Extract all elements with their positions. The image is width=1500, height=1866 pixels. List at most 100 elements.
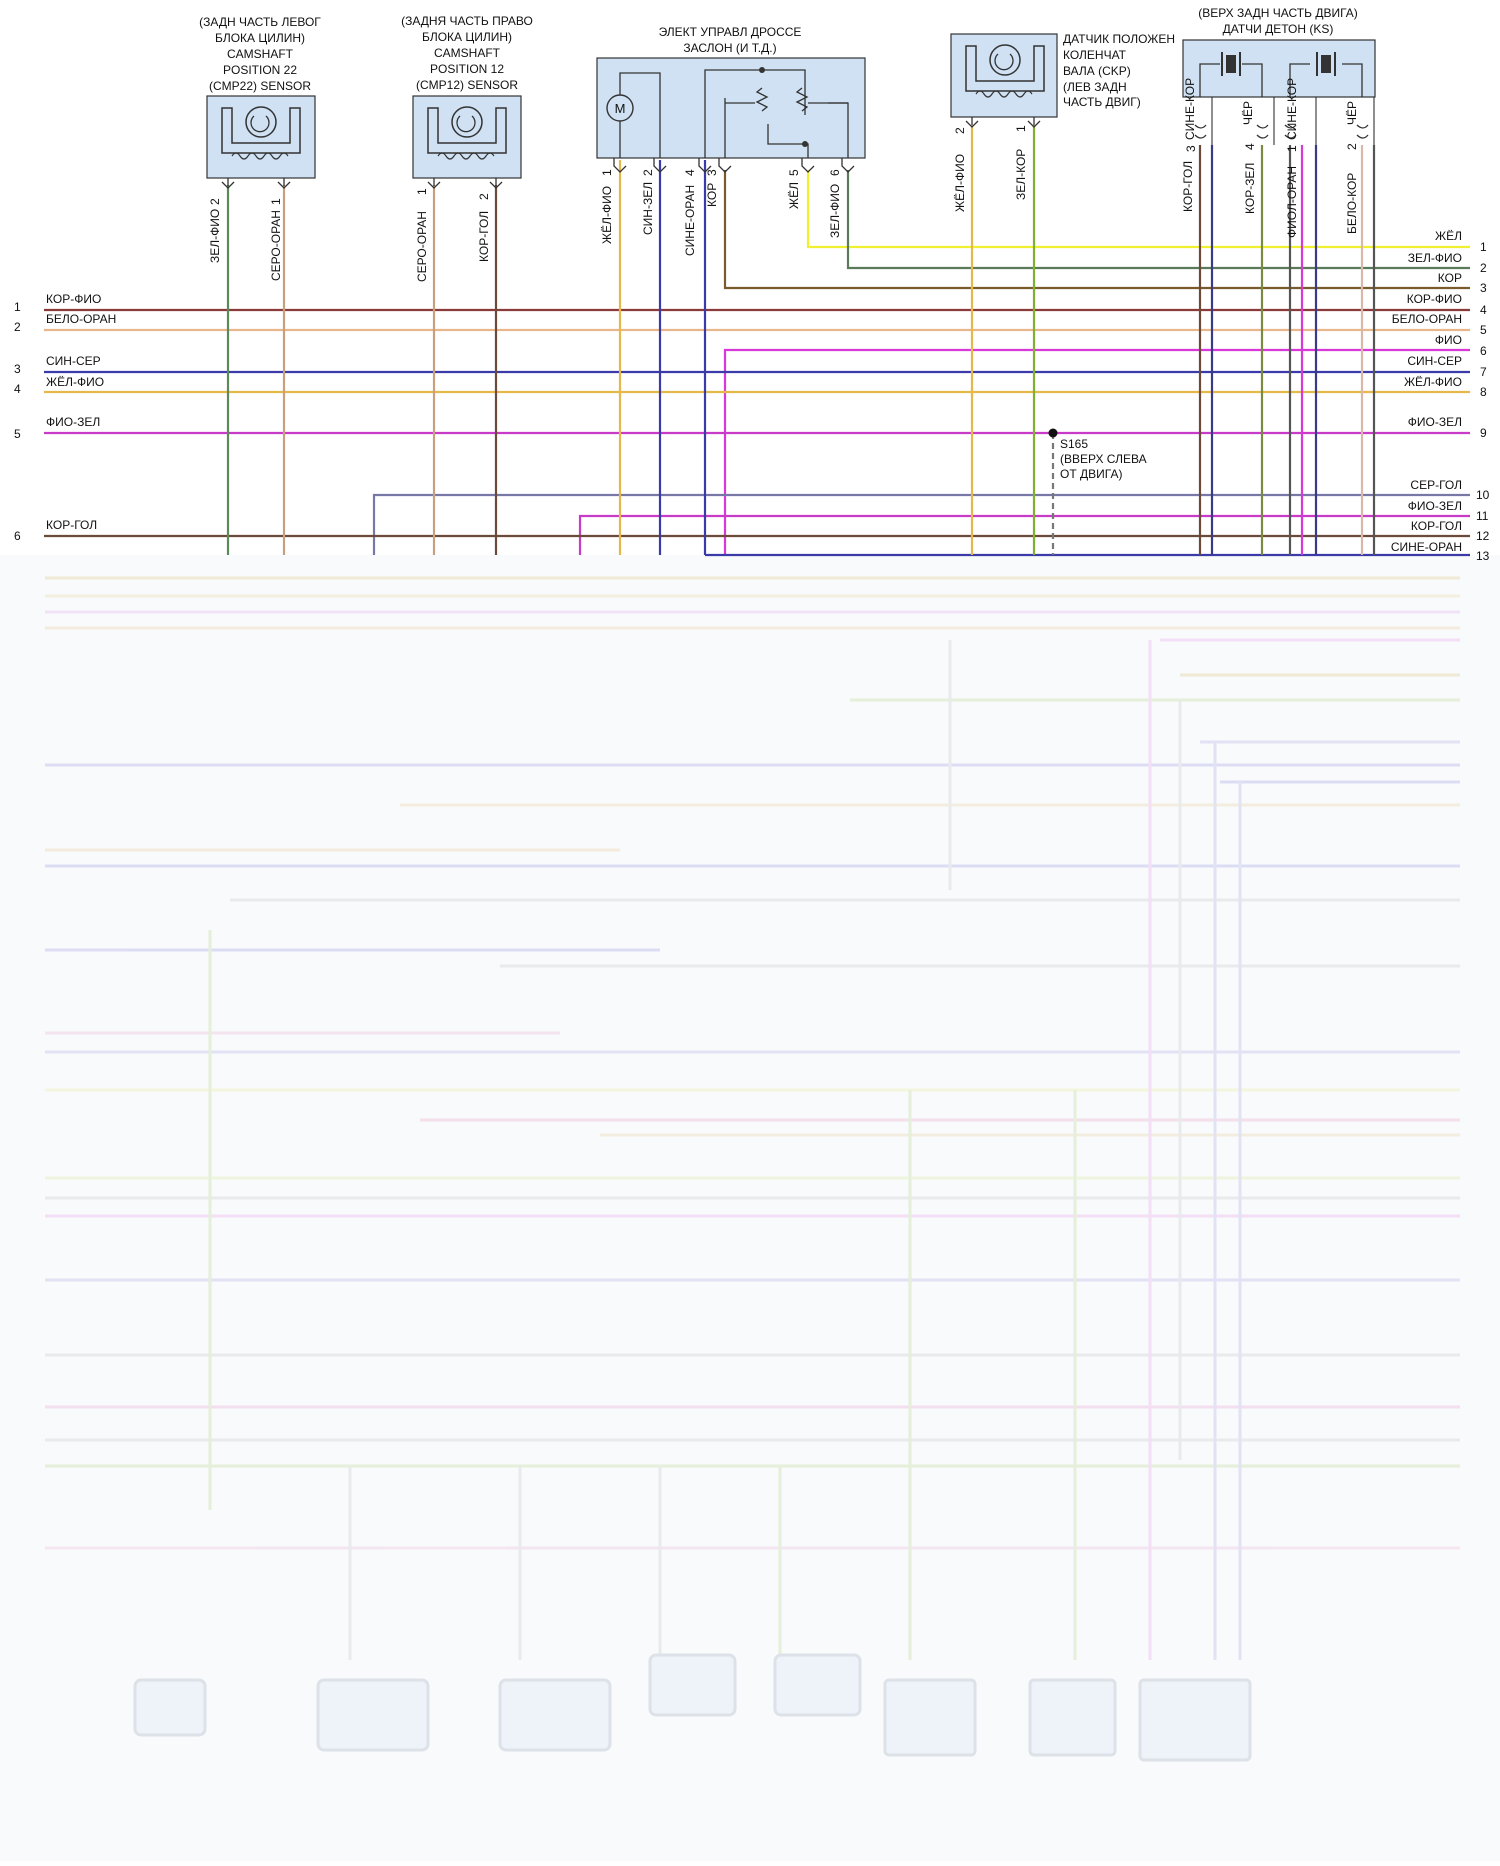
left-row-label: СИН-СЕР: [46, 354, 101, 368]
piezo-element-icon: [1321, 55, 1331, 73]
piezo-element-icon: [1226, 55, 1236, 73]
ckp-title-line: ВАЛА (CKP): [1063, 64, 1131, 78]
right-row-num: 4: [1480, 303, 1487, 317]
cmp12-title-line: CAMSHAFT: [434, 46, 501, 60]
right-row-label: ФИО-ЗЕЛ: [1408, 499, 1462, 513]
cmp12-title-line: POSITION 12: [430, 62, 504, 76]
splice-s165-dot: [1048, 428, 1058, 438]
throttle-pin: 4: [683, 169, 697, 176]
throttle-pin: 5: [787, 169, 801, 176]
ks-title-line: (ВЕРХ ЗАДН ЧАСТЬ ДВИГА): [1198, 6, 1358, 20]
right-row-num: 6: [1480, 344, 1487, 358]
throttle-wire-label: СИН-ЗЕЛ: [641, 182, 655, 235]
ckp-pin: 1: [1014, 125, 1028, 132]
cmp22-body: [206, 95, 316, 179]
ks-pin: 1: [1285, 145, 1299, 152]
lower-diagram-area: [45, 576, 1460, 1762]
right-row-num: 8: [1480, 385, 1487, 399]
ks-title-line: ДАТЧИ ДЕТОН (KS): [1223, 22, 1334, 36]
cmp12-sensor: (ЗАДНЯ ЧАСТЬ ПРАВО БЛОКА ЦИЛИН) CAMSHAFT…: [401, 14, 533, 282]
right-row-label: КОР-ГОЛ: [1411, 519, 1462, 533]
ckp-title-line: ЧАСТЬ ДВИГ): [1063, 95, 1141, 109]
left-row-label: БЕЛО-ОРАН: [46, 312, 116, 326]
ks-wire-label: ЧЁР: [1345, 101, 1359, 125]
ckp-wire-label: ЖЁЛ-ФИО: [953, 154, 967, 212]
left-row-num: 4: [14, 382, 21, 396]
sensor-rotor-icon: [245, 106, 277, 138]
left-row-num: 2: [14, 320, 21, 334]
throttle-body: ЭЛЕКТ УПРАВЛ ДРОССЕ ЗАСЛОН (И Т.Д.) M 1 …: [596, 25, 866, 256]
cmp12-wire-label: КОР-ГОЛ: [477, 211, 491, 262]
cmp22-wire-label: СЕРО-ОРАН: [269, 210, 283, 281]
ks-pin: 2: [1345, 143, 1359, 150]
right-row-num: 13: [1476, 549, 1490, 563]
cmp12-wire-label: СЕРО-ОРАН: [415, 211, 429, 282]
right-row-num: 3: [1480, 281, 1487, 295]
left-row-num: 6: [14, 529, 21, 543]
ckp-wire-label: ЗЕЛ-КОР: [1014, 149, 1028, 200]
cmp22-title-line: POSITION 22: [223, 63, 297, 77]
ckp-title-line: ДАТЧИК ПОЛОЖЕН: [1063, 32, 1175, 46]
cmp22-title-line: CAMSHAFT: [227, 47, 294, 61]
potentiometer-icon: [755, 87, 809, 112]
right-row-num: 10: [1476, 488, 1490, 502]
right-row-label: ЖЁЛ-ФИО: [1404, 375, 1462, 389]
throttle-wire-label: ЖЁЛ: [787, 182, 801, 209]
cmp22-pin: 1: [269, 198, 283, 205]
ks-wire-label: БЕЛО-КОР: [1345, 173, 1359, 234]
right-row-label: СИНЕ-ОРАН: [1391, 540, 1462, 554]
right-row-num: 5: [1480, 323, 1487, 337]
ks-wire-label: ЧЁР: [1241, 101, 1255, 125]
ckp-sensor: ДАТЧИК ПОЛОЖЕН КОЛЕНЧАТ ВАЛА (CKP) (ЛЕВ …: [950, 32, 1175, 212]
cmp12-title-line: (CMP12) SENSOR: [416, 78, 518, 92]
right-row-label: БЕЛО-ОРАН: [1392, 312, 1462, 326]
throttle-pin: 6: [828, 169, 842, 176]
cmp12-pin: 2: [477, 193, 491, 200]
cmp12-title-line: БЛОКА ЦИЛИН): [422, 30, 512, 44]
left-row-label: ФИО-ЗЕЛ: [46, 415, 100, 429]
cmp22-pin: 2: [208, 198, 222, 205]
right-row-label: КОР-ФИО: [1407, 292, 1462, 306]
cmp12-pin: 1: [415, 188, 429, 195]
left-row-label: КОР-ФИО: [46, 292, 101, 306]
right-row-label: СЕР-ГОЛ: [1410, 478, 1462, 492]
right-row-label: КОР: [1438, 271, 1462, 285]
cmp12-title-line: (ЗАДНЯ ЧАСТЬ ПРАВО: [401, 14, 533, 28]
ks-wire-label: СИНЕ-КОР: [1285, 78, 1299, 140]
right-row-num: 7: [1480, 365, 1487, 379]
motor-symbol: M: [615, 101, 626, 116]
splice-id: S165: [1060, 437, 1088, 451]
throttle-title-line: ЗАСЛОН (И Т.Д.): [683, 41, 776, 55]
ks-wire-label: КОР-ГОЛ: [1181, 161, 1195, 212]
right-row-num: 2: [1480, 261, 1487, 275]
right-row-num: 1: [1480, 240, 1487, 254]
right-row-num: 11: [1476, 509, 1489, 523]
cmp22-sensor: (ЗАДН ЧАСТЬ ЛЕВОГ БЛОКА ЦИЛИН) CAMSHAFT …: [199, 15, 321, 281]
right-row-num: 9: [1480, 426, 1487, 440]
cmp22-wire-label: ЗЕЛ-ФИО: [208, 209, 222, 263]
throttle-title-line: ЭЛЕКТ УПРАВЛ ДРОССЕ: [659, 25, 802, 39]
splice-location-line-1: (ВВЕРХ СЛЕВА: [1060, 452, 1147, 466]
throttle-pin: 3: [705, 169, 719, 176]
ks-body: [1182, 39, 1376, 98]
sensor-rotor-icon: [989, 44, 1021, 76]
right-row-num: 12: [1476, 529, 1490, 543]
ks-pin: 3: [1184, 145, 1198, 152]
right-row-label: ФИО-ЗЕЛ: [1408, 415, 1462, 429]
left-row-label: КОР-ГОЛ: [46, 518, 97, 532]
throttle-wire-label: ЗЕЛ-ФИО: [828, 184, 842, 238]
ckp-title-line: (ЛЕВ ЗАДН: [1063, 80, 1127, 94]
ks-wire-label: ФИОЛ-ОРАН: [1285, 166, 1299, 238]
throttle-wire-label: ЖЁЛ-ФИО: [600, 186, 614, 244]
left-row-num: 5: [14, 427, 21, 441]
left-row-label: ЖЁЛ-ФИО: [46, 375, 104, 389]
throttle-body-box: [596, 57, 866, 159]
ks-wire-label: СИНЕ-КОР: [1183, 78, 1197, 140]
ckp-pin: 2: [953, 127, 967, 134]
throttle-pin: 2: [641, 169, 655, 176]
throttle-pin: 1: [600, 169, 614, 176]
cmp22-title-line: (ЗАДН ЧАСТЬ ЛЕВОГ: [199, 15, 321, 29]
right-row-label: ФИО: [1435, 333, 1462, 347]
right-row-label: СИН-СЕР: [1407, 354, 1462, 368]
